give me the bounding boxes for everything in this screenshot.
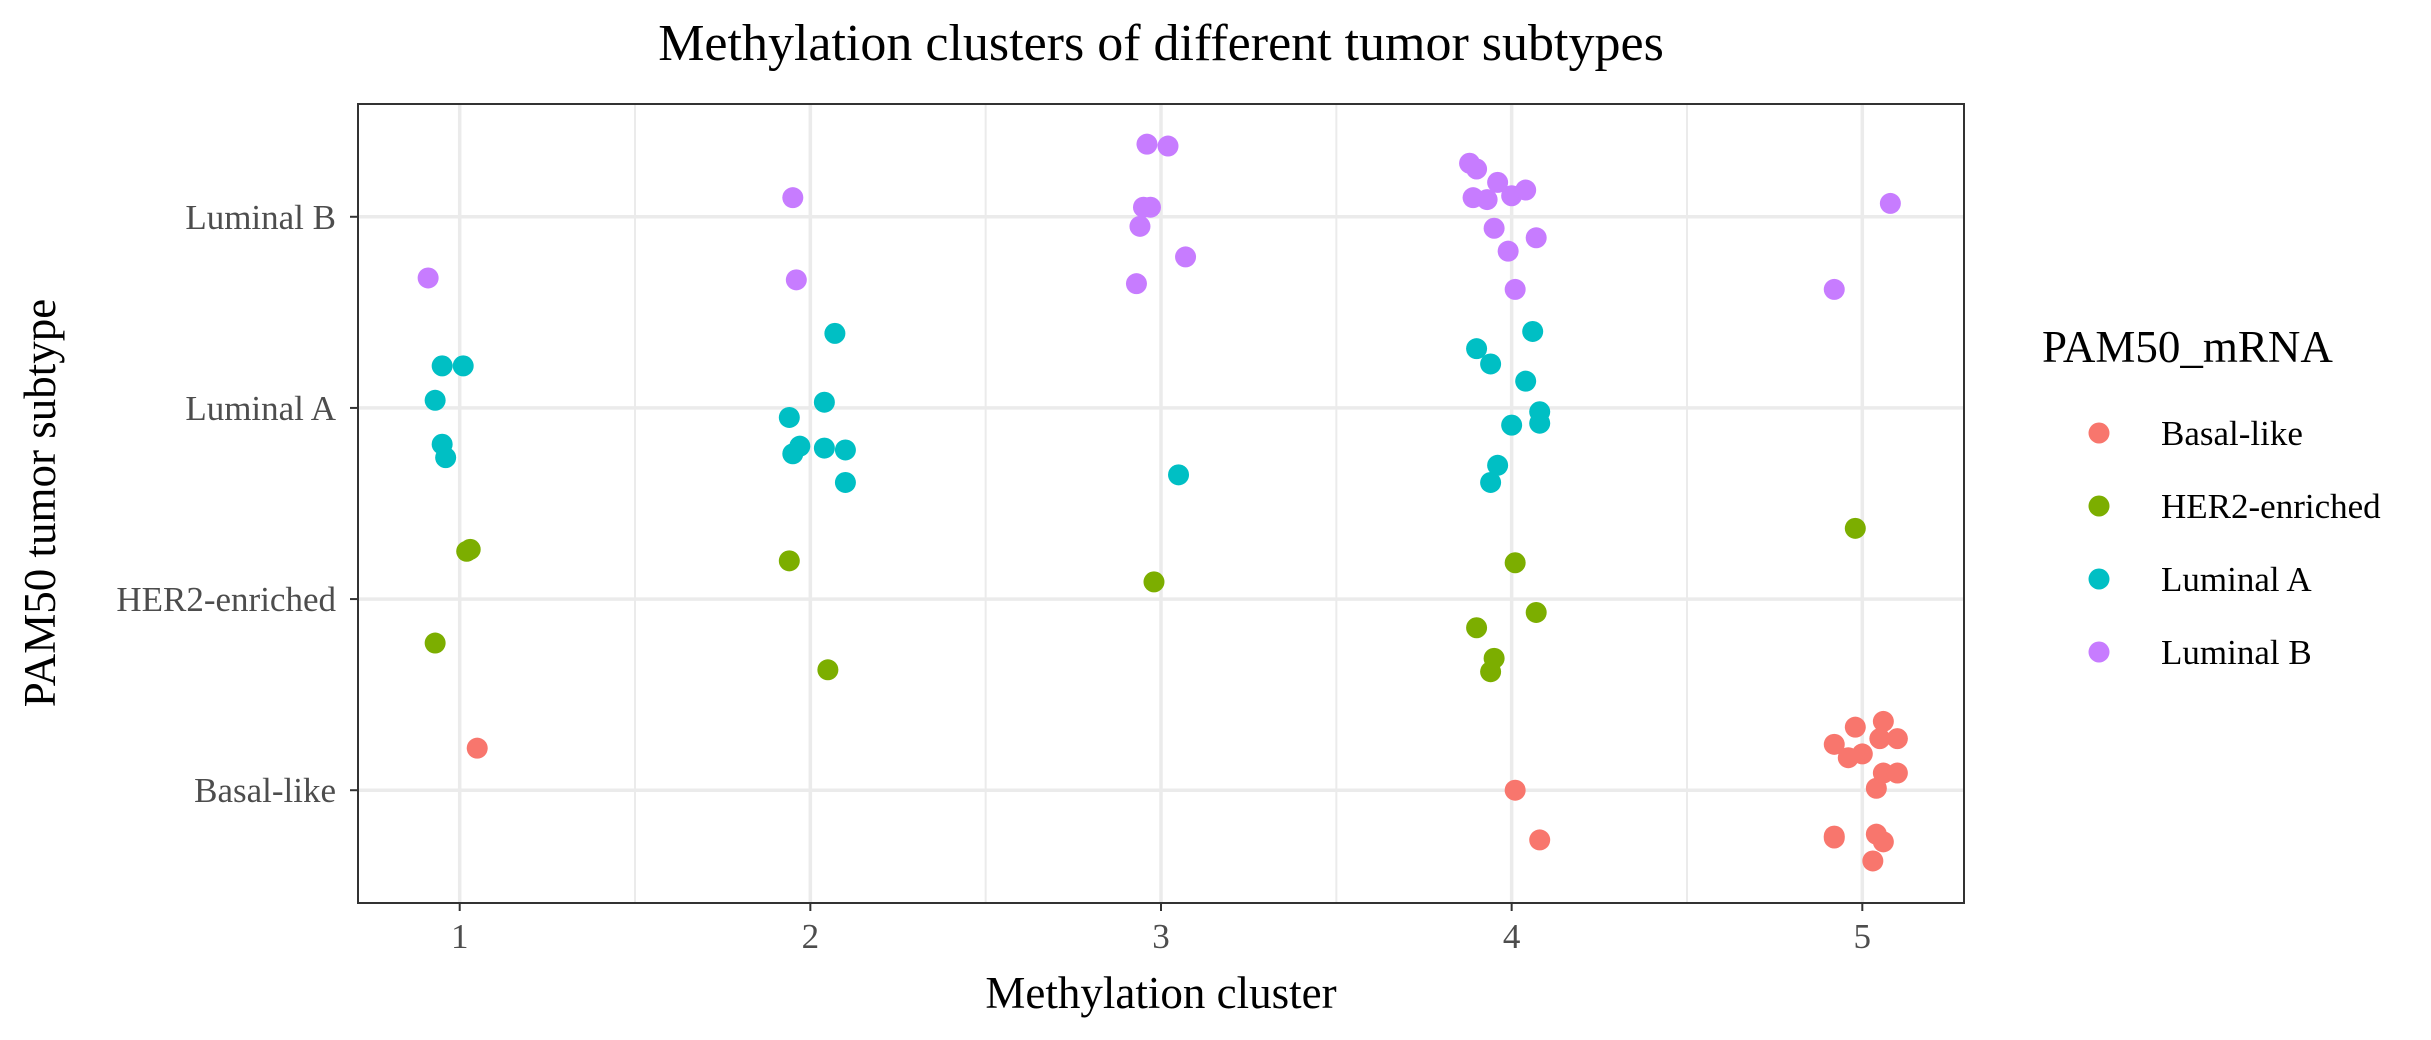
data-point <box>834 471 856 493</box>
data-point <box>1483 217 1505 239</box>
x-tick-label: 4 <box>1503 917 1521 956</box>
legend-title: PAM50_mRNA <box>2042 322 2333 372</box>
data-point <box>1476 189 1498 211</box>
data-point <box>834 439 856 461</box>
chart-title: Methylation clusters of different tumor … <box>658 15 1664 72</box>
legend: PAM50_mRNA Basal-like HER2-enriched Lumina… <box>2042 322 2381 672</box>
minor-gridlines <box>634 104 1688 903</box>
legend-label: Basal-like <box>2161 414 2303 453</box>
legend-label: Luminal B <box>2161 633 2312 672</box>
data-point <box>1529 829 1551 851</box>
data-point <box>435 447 457 469</box>
data-point <box>1139 196 1161 218</box>
data-point <box>1869 728 1891 750</box>
legend-key <box>2088 641 2110 663</box>
legend-label: HER2-enriched <box>2161 487 2381 526</box>
y-tick-label: Luminal A <box>185 389 336 428</box>
data-point <box>1844 517 1866 539</box>
data-point <box>1844 716 1866 738</box>
data-point <box>1525 227 1547 249</box>
data-point <box>1515 370 1537 392</box>
y-axis-title: PAM50 tumor subtype <box>15 299 65 707</box>
y-axis: Basal-like HER2-enriched Luminal A Luminal … <box>116 198 358 810</box>
data-point <box>452 355 474 377</box>
data-point <box>789 435 811 457</box>
data-point <box>1125 273 1147 295</box>
data-point <box>1823 278 1845 300</box>
data-point <box>1872 710 1894 732</box>
data-point <box>778 406 800 428</box>
data-point <box>1515 179 1537 201</box>
data-points <box>417 133 1908 872</box>
plot-panel <box>357 103 1965 904</box>
data-point <box>1501 414 1523 436</box>
data-point <box>1129 215 1151 237</box>
data-point <box>785 269 807 291</box>
y-tick-label: HER2-enriched <box>116 580 336 619</box>
data-point <box>1851 743 1873 765</box>
data-point <box>1466 617 1488 639</box>
data-point <box>1480 471 1502 493</box>
data-point <box>1504 278 1526 300</box>
data-point <box>1529 412 1551 434</box>
data-point <box>817 659 839 681</box>
data-point <box>824 322 846 344</box>
data-point <box>1136 133 1158 155</box>
data-point <box>1886 762 1908 784</box>
data-point <box>1879 192 1901 214</box>
data-point <box>466 737 488 759</box>
data-point <box>1872 831 1894 853</box>
y-tick-label: Luminal B <box>185 198 336 237</box>
data-point <box>1466 158 1488 180</box>
legend-key <box>2088 495 2110 517</box>
x-tick-label: 1 <box>451 917 469 956</box>
x-tick-label: 3 <box>1152 917 1170 956</box>
x-axis: 1 2 3 4 5 <box>451 903 1871 956</box>
x-tick-label: 5 <box>1854 917 1872 956</box>
data-point <box>424 389 446 411</box>
data-point <box>1823 827 1845 849</box>
data-point <box>1487 454 1509 476</box>
data-point <box>1886 728 1908 750</box>
data-point <box>1522 320 1544 342</box>
data-point <box>417 267 439 289</box>
data-point <box>1862 850 1884 872</box>
data-point <box>1480 353 1502 375</box>
y-tick-label: Basal-like <box>194 771 336 810</box>
x-axis-title: Methylation cluster <box>985 968 1336 1018</box>
data-point <box>1504 552 1526 574</box>
data-point <box>1504 779 1526 801</box>
data-point <box>431 355 453 377</box>
data-point <box>1157 135 1179 157</box>
data-point <box>813 391 835 413</box>
data-point <box>1483 647 1505 669</box>
data-point <box>1525 601 1547 623</box>
data-point <box>1143 571 1165 593</box>
x-tick-label: 2 <box>802 917 820 956</box>
data-point <box>782 187 804 209</box>
data-point <box>813 437 835 459</box>
legend-key <box>2088 422 2110 444</box>
data-point <box>424 632 446 654</box>
data-point <box>1487 171 1509 193</box>
data-point <box>459 538 481 560</box>
data-point <box>1175 246 1197 268</box>
data-point <box>1497 240 1519 262</box>
major-gridlines <box>358 104 1964 903</box>
data-point <box>1823 733 1845 755</box>
legend-label: Luminal A <box>2161 560 2312 599</box>
data-point <box>778 550 800 572</box>
data-point <box>1466 338 1488 360</box>
legend-key <box>2088 568 2110 590</box>
data-point <box>1168 464 1190 486</box>
